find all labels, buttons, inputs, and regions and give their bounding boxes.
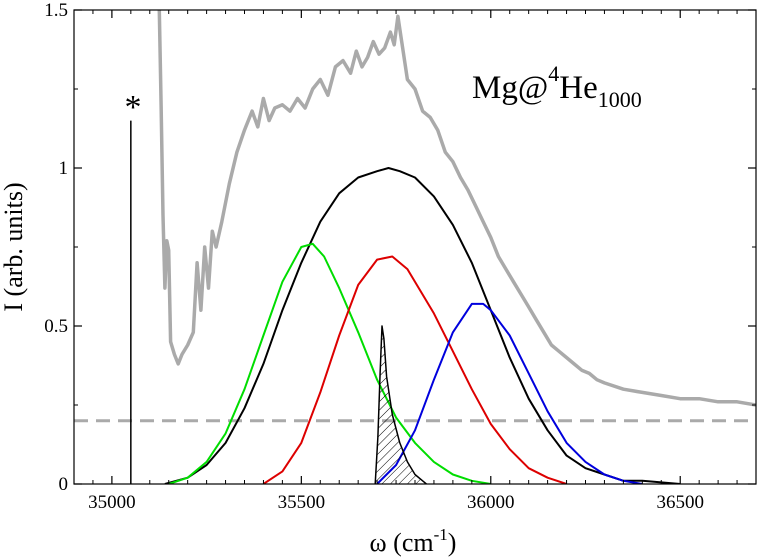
y-tick-label: 0 [59,474,69,495]
x-axis-title-end: ) [448,528,457,557]
y-axis-title: I (arb. units) [0,182,28,311]
series-hatched-peak [374,325,427,484]
x-axis-title-base: ω (cm [370,528,434,557]
series-green [168,242,491,484]
series-red [262,255,567,484]
x-tick-label: 36500 [656,492,704,513]
plot-frame [73,9,757,485]
series-experimental [157,10,756,407]
x-axis-title: ω (cm-1) [370,525,457,557]
annotation-subscript: 1000 [598,87,642,112]
y-tick-label: 0.5 [44,316,68,337]
annotation-element: He [559,70,597,106]
y-tick-label: 1.5 [44,0,68,21]
y-tick-label: 1 [59,158,69,179]
star-label: * [125,89,142,126]
annotation-prefix: Mg@ [472,70,548,106]
annotation-label: Mg@4He1000 [472,61,642,112]
series-blue [376,302,643,484]
x-tick-label: 35000 [88,492,136,513]
series-hatched-peak-fill [375,326,427,484]
x-axis-title-sup: -1 [434,525,448,544]
annotation-superscript: 4 [548,61,559,86]
x-tick-label: 35500 [278,492,326,513]
x-tick-label: 36000 [467,492,515,513]
series-total [164,167,681,484]
